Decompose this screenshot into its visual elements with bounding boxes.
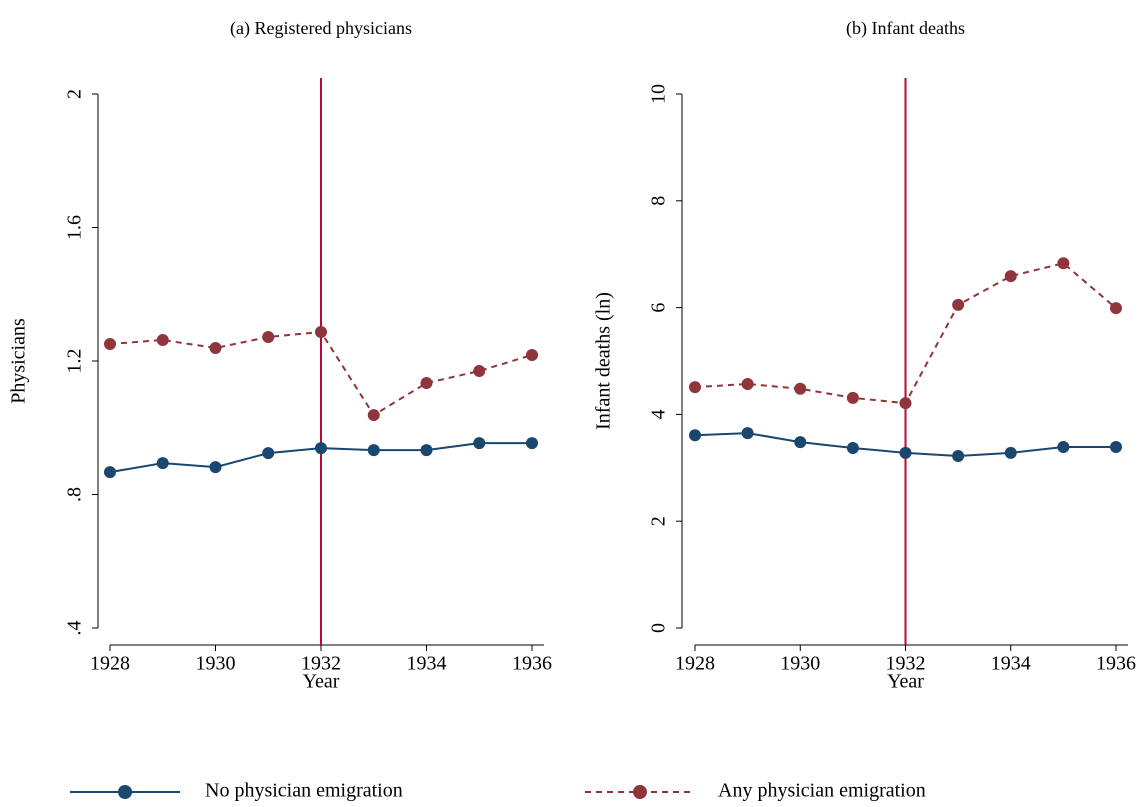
legend-marker (633, 785, 647, 799)
point (794, 436, 807, 449)
y-tick-label: 2 (64, 89, 86, 99)
point (1004, 446, 1017, 459)
point (420, 377, 433, 390)
point (1110, 302, 1122, 315)
point (741, 377, 754, 390)
y-tick-label: 0 (648, 623, 670, 633)
legend-label: Any physician emigration (718, 780, 926, 802)
legend-marker (118, 785, 132, 799)
y-tick-label: 10 (648, 84, 670, 104)
point (262, 330, 275, 343)
point (899, 397, 912, 410)
point (156, 333, 169, 346)
x-tick-label: 1932 (301, 653, 341, 675)
point (209, 341, 222, 354)
x-tick-label: 1936 (512, 653, 552, 675)
point (846, 391, 859, 404)
point (156, 457, 169, 470)
point (1110, 440, 1122, 453)
y-tick-label: 8 (648, 196, 670, 206)
y-tick-label: 4 (648, 409, 670, 419)
x-axis-label: Year (887, 671, 924, 693)
point (952, 298, 965, 311)
point (952, 450, 965, 463)
point (367, 409, 380, 422)
point (1004, 270, 1017, 283)
y-tick-label: 1.2 (64, 349, 86, 374)
point (315, 325, 327, 338)
legend-label: No physician emigration (205, 780, 403, 802)
point (209, 461, 222, 474)
y-tick-label: 6 (648, 303, 670, 313)
x-tick-label: 1934 (991, 653, 1031, 675)
chart-title: (a) Registered physicians (230, 18, 412, 39)
point (1057, 440, 1070, 453)
y-axis-label: Physicians (8, 318, 30, 404)
point (315, 442, 327, 455)
point (846, 442, 859, 455)
point (420, 444, 433, 457)
point (104, 466, 116, 479)
point (526, 348, 538, 361)
x-axis-label: Year (303, 671, 340, 693)
point (262, 447, 275, 460)
y-tick-label: 2 (648, 516, 670, 526)
point (367, 444, 380, 457)
point (741, 427, 754, 440)
x-tick-label: 1934 (407, 653, 447, 675)
y-tick-label: .8 (64, 487, 86, 502)
x-tick-label: 1936 (1096, 653, 1136, 675)
x-tick-label: 1928 (675, 653, 715, 675)
y-tick-label: 1.6 (64, 215, 86, 240)
x-tick-label: 1930 (196, 653, 236, 675)
point (1057, 257, 1070, 270)
y-tick-label: .4 (64, 621, 86, 636)
x-tick-label: 1928 (90, 653, 130, 675)
point (526, 437, 538, 450)
point (104, 337, 116, 350)
point (473, 437, 486, 450)
point (689, 429, 701, 442)
point (689, 381, 701, 394)
x-tick-label: 1930 (780, 653, 820, 675)
point (899, 446, 912, 459)
x-tick-label: 1932 (886, 653, 926, 675)
point (473, 365, 486, 378)
point (794, 382, 807, 395)
chart-title: (b) Infant deaths (846, 18, 965, 39)
y-axis-label: Infant deaths (ln) (593, 292, 615, 430)
